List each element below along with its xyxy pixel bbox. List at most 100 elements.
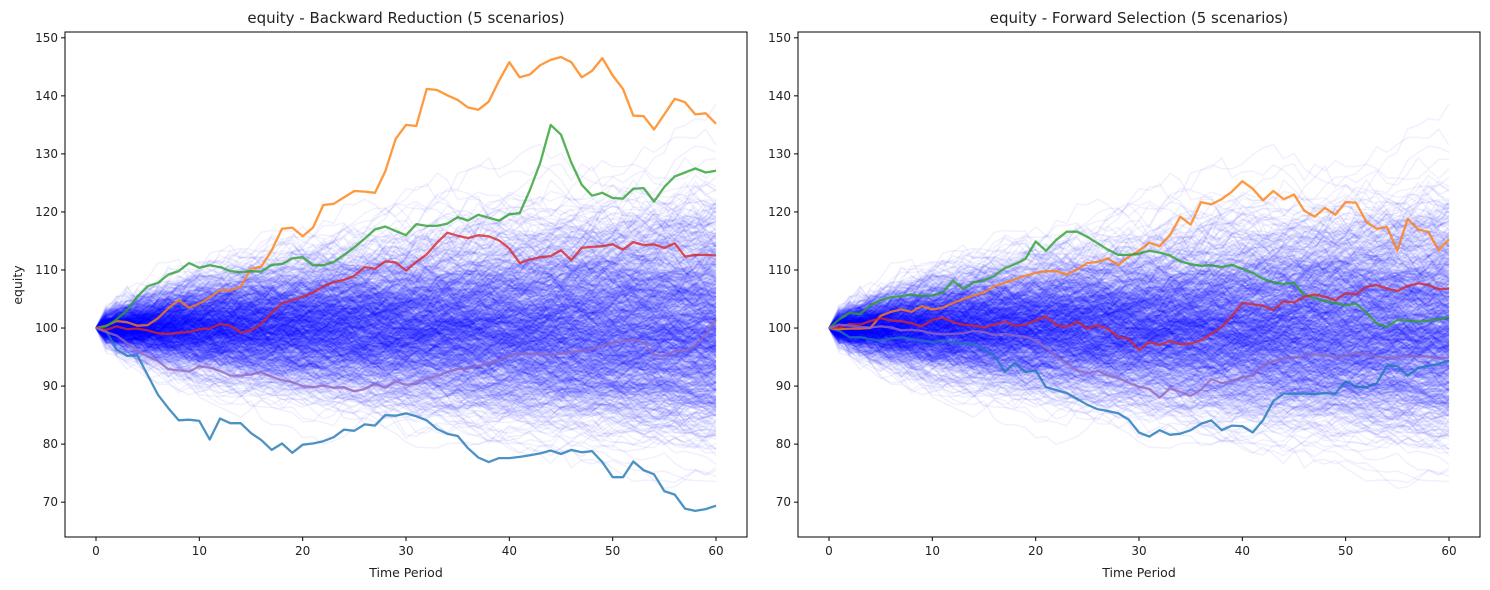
simulated-path (95, 219, 717, 329)
simulated-path (95, 225, 717, 348)
simulated-path (95, 253, 717, 378)
simulated-path (95, 278, 717, 351)
simulated-path (95, 309, 717, 385)
simulated-path (95, 327, 717, 435)
simulated-path (95, 275, 717, 344)
simulated-path (95, 327, 717, 384)
simulated-path (95, 284, 717, 370)
simulated-path (95, 271, 717, 329)
simulated-path (95, 287, 717, 360)
simulated-path (95, 223, 717, 329)
simulated-path (95, 273, 717, 337)
y-tick-label: 80 (776, 437, 791, 451)
simulated-path (95, 293, 717, 399)
simulated-path (95, 209, 717, 335)
simulated-path (95, 309, 717, 418)
simulated-path (95, 227, 717, 352)
simulated-path (95, 263, 717, 347)
simulated-path (95, 301, 717, 420)
simulated-path (95, 271, 717, 346)
simulated-path (95, 259, 717, 337)
simulated-path (95, 316, 717, 439)
simulated-path (95, 313, 717, 344)
simulated-path (95, 311, 717, 381)
simulated-path (95, 263, 717, 357)
simulated-path (95, 325, 717, 381)
simulated-path (95, 317, 717, 384)
simulated-path (95, 279, 717, 331)
simulated-path (95, 299, 717, 408)
simulated-path (95, 287, 717, 333)
x-tick-label: 20 (295, 544, 310, 558)
simulated-path (95, 327, 717, 407)
simulated-path (95, 264, 717, 334)
simulated-path (95, 304, 717, 399)
simulated-path (95, 327, 717, 405)
simulated-path (95, 321, 717, 401)
simulated-path (95, 324, 717, 388)
simulated-path (95, 260, 717, 349)
simulated-path (95, 270, 717, 384)
simulated-path (95, 234, 717, 329)
simulated-path (95, 311, 717, 404)
simulated-path (95, 218, 717, 337)
simulated-path (95, 313, 717, 358)
simulated-path (95, 288, 717, 376)
simulated-path (95, 312, 717, 371)
simulated-path (95, 312, 717, 428)
simulated-path (95, 316, 717, 399)
simulated-path (95, 310, 717, 403)
simulated-path (95, 296, 717, 372)
simulated-path (95, 313, 717, 450)
simulated-path (95, 291, 716, 359)
simulated-path (95, 277, 717, 364)
simulated-path (95, 181, 717, 345)
simulated-path (95, 308, 717, 391)
simulated-path (95, 156, 717, 331)
simulated-path (95, 277, 717, 366)
simulated-path (95, 275, 717, 330)
simulated-path (95, 327, 717, 397)
simulated-path (95, 304, 717, 380)
simulated-path (95, 259, 717, 352)
simulated-path (95, 309, 717, 357)
simulated-path (95, 323, 717, 385)
simulated-path (95, 276, 717, 359)
y-tick-label: 80 (43, 437, 58, 451)
simulated-path (95, 282, 717, 340)
simulated-path (95, 279, 717, 362)
simulated-path (95, 305, 717, 375)
simulated-path (95, 322, 717, 391)
simulated-path (95, 262, 717, 351)
simulated-path (95, 199, 717, 329)
simulated-path (95, 304, 717, 358)
simulated-path (95, 304, 717, 358)
simulated-path (95, 304, 717, 371)
simulated-path (95, 283, 717, 364)
simulated-path (95, 255, 717, 359)
simulated-path (95, 203, 717, 329)
simulated-path (95, 327, 717, 397)
simulated-path (95, 317, 717, 402)
simulated-path (95, 260, 717, 343)
simulated-path (95, 202, 717, 329)
simulated-path (95, 274, 717, 379)
simulated-path (95, 306, 717, 361)
simulated-path (95, 248, 717, 329)
simulated-path (95, 307, 717, 352)
simulated-path (95, 240, 717, 350)
simulated-path (95, 257, 717, 338)
simulated-path (95, 306, 717, 402)
simulated-path (95, 301, 717, 419)
simulated-path (95, 305, 717, 393)
simulated-path (95, 327, 717, 403)
simulated-path (95, 284, 717, 341)
simulated-path (95, 247, 717, 361)
simulated-path (95, 327, 717, 427)
simulated-path (95, 218, 717, 329)
y-tick-label: 90 (776, 379, 791, 393)
simulated-path (95, 174, 717, 340)
simulated-path (95, 326, 717, 383)
simulated-path (95, 305, 717, 424)
